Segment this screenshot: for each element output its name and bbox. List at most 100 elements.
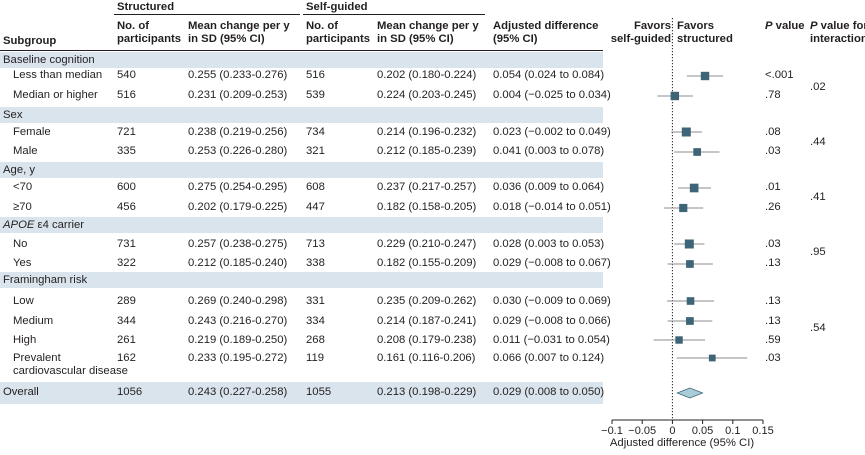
group-baseline-cognition: Baseline cognition: [3, 54, 95, 66]
structured-n-heading-1: No. of: [117, 20, 149, 32]
self-guided-mean: 0.212 (0.185-0.239): [377, 145, 477, 157]
row-label: Less than median: [13, 69, 103, 81]
favors-structured-2: structured: [677, 33, 733, 45]
adjusted-difference: 0.011 (−0.031 to 0.054): [493, 334, 610, 346]
structured-n: 162: [117, 352, 136, 364]
point-estimate: [679, 203, 688, 213]
adjusted-difference: 0.004 (−0.025 to 0.034): [493, 89, 611, 101]
p-interaction-age: .41: [810, 191, 826, 203]
row-label: Low: [13, 295, 34, 307]
structured-mean: 0.243 (0.227-0.258): [188, 386, 288, 398]
self-guided-n: 516: [306, 69, 325, 81]
overall-diamond: [676, 387, 704, 399]
row-label: Yes: [13, 257, 32, 269]
point-estimate: [686, 317, 694, 325]
row-sep: [0, 141, 603, 142]
self-guided-mean: 0.202 (0.180-0.224): [377, 69, 477, 81]
row-label: Medium: [13, 315, 54, 327]
p-value: <.001: [765, 69, 794, 81]
adjusted-difference: 0.029 (−0.008 to 0.067): [493, 257, 611, 269]
adjusted-difference: 0.023 (−0.002 to 0.049): [493, 126, 611, 138]
p-interaction-framingham: .54: [810, 322, 826, 334]
p-value: .78: [765, 89, 781, 101]
structured-n: 456: [117, 201, 136, 213]
structured-n-heading-2: participants: [117, 33, 182, 45]
row-sep: [0, 86, 603, 87]
row-label: No: [13, 238, 28, 250]
p-value: .03: [765, 352, 781, 364]
structured-mean: 0.231 (0.209-0.253): [188, 89, 288, 101]
p-interaction-heading-1: P value for: [810, 20, 865, 32]
point-estimate: [684, 239, 694, 249]
favors-self-guided-1: Favors: [633, 20, 671, 32]
x-tick-label: −0.1: [601, 425, 623, 437]
adjusted-difference: 0.036 (0.009 to 0.064): [493, 181, 605, 193]
p-value: .26: [765, 201, 781, 213]
structured-mean-heading-2: in SD (95% CI): [188, 33, 265, 45]
favors-self-guided-2: self-guided: [610, 33, 671, 45]
group-age: Age, y: [3, 164, 36, 176]
self-guided-mean: 0.229 (0.210-0.247): [377, 238, 477, 250]
p-value: .59: [765, 334, 781, 346]
self-guided-mean: 0.182 (0.155-0.209): [377, 257, 477, 269]
p-value: .13: [765, 295, 781, 307]
self-guided-header-rule: [303, 14, 485, 15]
p-value-heading: P value: [765, 20, 805, 32]
p-value: .01: [765, 181, 781, 193]
point-estimate: [681, 127, 691, 137]
row-label-line-1: Prevalent: [13, 352, 61, 364]
structured-mean: 0.257 (0.238-0.275): [188, 238, 288, 250]
structured-n: 335: [117, 145, 136, 157]
adjusted-difference: 0.041 (0.003 to 0.078): [493, 145, 605, 157]
self-mean-heading-2: in SD (95% CI): [377, 33, 454, 45]
self-guided-n: 331: [306, 295, 325, 307]
band-age: [0, 162, 603, 178]
structured-mean-heading-1: Mean change per y: [188, 20, 290, 32]
self-guided-heading: Self-guided: [306, 1, 368, 13]
band-baseline-cognition: [0, 52, 603, 68]
point-estimate: [670, 91, 680, 101]
self-guided-n: 447: [306, 201, 325, 213]
structured-mean: 0.212 (0.185-0.240): [188, 257, 288, 269]
group-apoe: APOE ε4 carrier: [3, 219, 85, 231]
self-guided-n: 713: [306, 238, 325, 250]
self-guided-mean: 0.213 (0.198-0.229): [377, 386, 477, 398]
row-label: <70: [13, 181, 33, 193]
self-n-heading-2: participants: [306, 33, 371, 45]
band-overall: [0, 382, 603, 404]
adjusted-difference: 0.030 (−0.009 to 0.069): [493, 295, 611, 307]
x-tick-label: 0.1: [725, 425, 740, 437]
self-guided-n: 321: [306, 145, 325, 157]
x-tick-label: 0.15: [752, 425, 773, 437]
self-guided-n: 608: [306, 181, 325, 193]
group-sex: Sex: [3, 109, 23, 121]
adjusted-difference: 0.054 (0.024 to 0.084): [493, 69, 605, 81]
x-tick-label: −0.05: [628, 425, 656, 437]
structured-n: 344: [117, 315, 136, 327]
row-label-line-2: cardiovascular disease: [13, 365, 128, 377]
row-label: High: [13, 334, 37, 346]
band-sex: [0, 107, 603, 123]
adj-diff-heading-2: (95% CI): [493, 33, 538, 45]
x-tick-label: 0: [669, 425, 675, 437]
p-value: .13: [765, 315, 781, 327]
row-label: Female: [13, 126, 51, 138]
p-value: .13: [765, 257, 781, 269]
subgroup-heading: Subgroup: [3, 35, 57, 47]
self-n-heading-1: No. of: [306, 20, 338, 32]
p-interaction-apoe: .95: [810, 246, 826, 258]
point-estimate: [689, 183, 699, 193]
point-estimate: [708, 354, 716, 362]
row-label: Median or higher: [13, 89, 98, 101]
self-guided-n: 734: [306, 126, 325, 138]
point-estimate: [686, 297, 695, 305]
structured-n: 731: [117, 238, 136, 250]
x-axis-label: Adjusted difference (95% CI): [609, 437, 755, 449]
structured-mean: 0.275 (0.254-0.295): [188, 181, 288, 193]
self-guided-mean: 0.214 (0.196-0.232): [377, 126, 477, 138]
row-sep: [0, 251, 603, 252]
self-guided-mean: 0.208 (0.179-0.238): [377, 334, 477, 346]
p-value: .08: [765, 126, 781, 138]
structured-mean: 0.269 (0.240-0.298): [188, 295, 288, 307]
